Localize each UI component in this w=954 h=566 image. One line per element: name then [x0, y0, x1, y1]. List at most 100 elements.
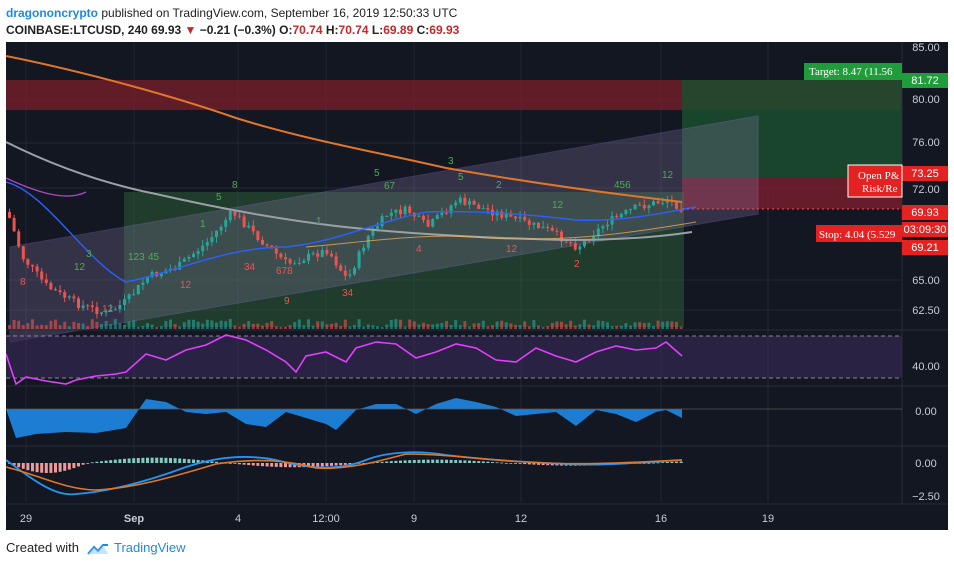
candle-body — [403, 206, 407, 215]
svg-text:12: 12 — [662, 170, 674, 181]
macd-hist-bar — [270, 463, 274, 467]
macd-hist-bar — [233, 463, 237, 464]
volume-bar — [164, 320, 168, 329]
macd-hist-bar — [477, 461, 481, 463]
macd-hist-bar — [449, 459, 453, 463]
macd-hist-bar — [242, 463, 246, 465]
candle-body — [546, 226, 550, 228]
volume-bar — [261, 325, 264, 329]
macd-hist-bar — [54, 463, 57, 473]
volume-bar — [251, 323, 255, 329]
candle-body — [348, 274, 352, 276]
candle-body — [652, 201, 655, 206]
svg-text:34: 34 — [244, 262, 256, 273]
candle-body — [178, 261, 182, 270]
price-tick: 62.50 — [912, 305, 940, 317]
volume-bar — [17, 320, 21, 329]
macd-hist-bar — [330, 463, 333, 466]
candle-body — [481, 208, 485, 210]
svg-text:123: 123 — [128, 252, 145, 263]
candle-body — [555, 230, 559, 232]
volume-bar — [573, 325, 577, 329]
volume-bar — [610, 326, 614, 329]
candle-body — [642, 205, 646, 209]
candle-body — [192, 253, 195, 258]
macd-hist-bar — [468, 460, 471, 463]
candle-body — [201, 245, 205, 252]
candle-body — [325, 250, 329, 254]
volume-bar — [389, 320, 393, 329]
close-label: C: — [416, 23, 430, 37]
macd-hist-bar — [12, 463, 16, 466]
close-value: 69.93 — [429, 23, 460, 37]
volume-bar — [224, 321, 228, 329]
candle-body — [523, 216, 527, 221]
candle-body — [31, 264, 34, 267]
publish-line: dragononcrypto published on TradingView.… — [6, 6, 457, 20]
down-arrow-icon: ▼ — [184, 23, 197, 37]
macd-hist-bar — [159, 457, 163, 463]
volume-bar — [380, 326, 384, 329]
svg-text:67: 67 — [384, 181, 396, 192]
candle-body — [196, 251, 200, 254]
candle-body — [504, 213, 508, 218]
tradingview-brand-link[interactable]: TradingView — [114, 540, 186, 555]
candle-body — [647, 205, 651, 209]
volume-bar — [385, 324, 389, 329]
svg-text:5: 5 — [458, 172, 464, 183]
svg-text:2: 2 — [574, 259, 580, 270]
macd-hist-bar — [454, 460, 458, 463]
macd-hist-bar — [385, 461, 389, 463]
volume-bar — [330, 323, 333, 329]
symbol[interactable]: COINBASE:LTCUSD, 240 — [6, 23, 148, 37]
candle-body — [247, 225, 251, 228]
svg-text:3: 3 — [86, 249, 92, 260]
volume-bar — [376, 326, 379, 329]
macd-hist-bar — [408, 460, 412, 463]
volume-bar — [40, 324, 44, 329]
volume-bar — [366, 324, 370, 329]
candle-body — [665, 200, 669, 203]
candle-body — [302, 260, 306, 263]
volume-bar — [247, 321, 251, 329]
macd-hist-bar — [274, 463, 278, 467]
macd-tick: −2.50 — [912, 491, 940, 503]
macd-hist-bar — [316, 463, 320, 467]
volume-bar — [132, 320, 136, 329]
volume-bar — [592, 325, 596, 329]
volume-bar — [431, 324, 435, 329]
macd-hist-bar — [228, 463, 232, 464]
volume-bar — [109, 324, 113, 329]
svg-text:45: 45 — [148, 252, 160, 263]
macd-hist-bar — [49, 463, 53, 473]
badge-73-25-text: 73.25 — [911, 168, 939, 180]
macd-hist-bar — [311, 463, 315, 467]
volume-bar — [486, 326, 490, 329]
candle-body — [265, 244, 269, 246]
volume-bar — [173, 324, 177, 329]
macd-hist-bar — [670, 461, 674, 463]
macd-hist-bar — [642, 463, 646, 464]
svg-text:12: 12 — [506, 244, 518, 255]
volume-bar — [596, 320, 600, 329]
candle-body — [486, 208, 490, 210]
macd-hist-bar — [445, 459, 448, 463]
volume-bar — [578, 324, 582, 329]
volume-bar — [201, 323, 205, 329]
candle-body — [537, 222, 540, 229]
candle-body — [284, 257, 287, 260]
macd-hist-bar — [72, 463, 76, 469]
macd-hist-bar — [150, 457, 154, 463]
candle-body — [353, 268, 356, 275]
candle-body — [136, 284, 140, 295]
volume-bar — [21, 325, 25, 329]
open-pl-text: Open P& — [858, 170, 900, 182]
candle-body — [610, 216, 614, 225]
volume-bar — [422, 322, 425, 329]
open-pl-box — [847, 164, 903, 198]
macd-hist-bar — [90, 462, 94, 464]
ma-orange-line — [6, 55, 683, 203]
author-link[interactable]: dragononcrypto — [6, 6, 98, 20]
macd-hist-bar — [675, 461, 678, 463]
